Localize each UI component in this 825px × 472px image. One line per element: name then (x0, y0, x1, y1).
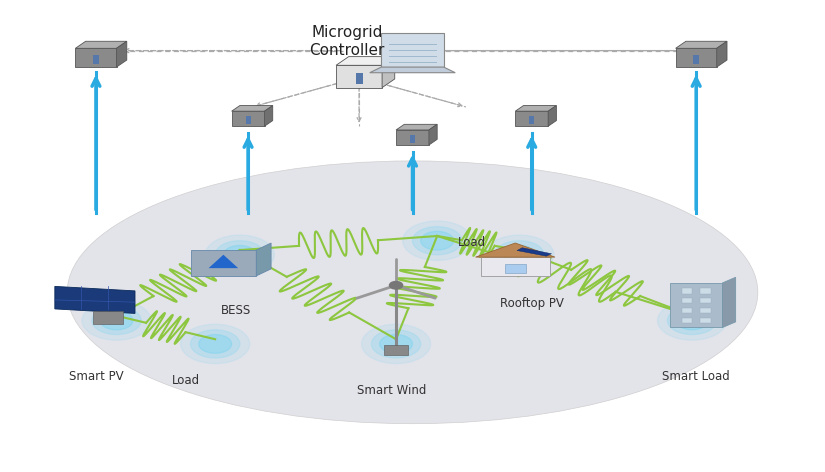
Circle shape (199, 335, 232, 354)
Polygon shape (382, 57, 394, 88)
Polygon shape (516, 111, 548, 126)
Polygon shape (693, 55, 700, 64)
Circle shape (215, 241, 265, 269)
Polygon shape (232, 111, 265, 126)
Text: BESS: BESS (220, 304, 251, 317)
Circle shape (191, 330, 240, 358)
Polygon shape (700, 308, 710, 313)
Circle shape (503, 245, 535, 264)
Polygon shape (257, 243, 271, 276)
Circle shape (421, 231, 454, 250)
Polygon shape (676, 48, 717, 67)
Polygon shape (93, 55, 99, 64)
Polygon shape (700, 318, 710, 323)
Circle shape (658, 301, 727, 340)
Polygon shape (481, 257, 549, 276)
Polygon shape (356, 73, 362, 84)
Text: Smart Wind: Smart Wind (357, 384, 427, 397)
Text: Smart Load: Smart Load (662, 370, 730, 383)
Polygon shape (700, 288, 710, 294)
Polygon shape (336, 65, 382, 88)
Polygon shape (681, 298, 692, 303)
Polygon shape (381, 34, 444, 67)
Text: Load: Load (458, 236, 486, 249)
Polygon shape (75, 41, 127, 48)
Polygon shape (384, 346, 408, 355)
Circle shape (205, 235, 275, 275)
Circle shape (676, 311, 709, 330)
Polygon shape (116, 41, 127, 67)
Circle shape (224, 245, 257, 264)
Polygon shape (191, 250, 257, 276)
Polygon shape (681, 288, 692, 294)
Polygon shape (505, 264, 526, 273)
Circle shape (100, 311, 133, 330)
Polygon shape (232, 106, 273, 111)
Text: Microgrid
Controller: Microgrid Controller (309, 25, 384, 59)
Polygon shape (54, 287, 135, 313)
Polygon shape (370, 67, 455, 73)
Text: Rooftop PV: Rooftop PV (500, 297, 563, 310)
Polygon shape (75, 48, 116, 67)
Circle shape (403, 221, 472, 261)
Polygon shape (700, 298, 710, 303)
Text: Load: Load (172, 374, 200, 388)
Text: Smart PV: Smart PV (68, 370, 123, 383)
Polygon shape (336, 57, 394, 65)
Circle shape (485, 235, 554, 275)
Polygon shape (530, 117, 535, 124)
Polygon shape (670, 283, 723, 328)
Circle shape (181, 324, 250, 363)
Polygon shape (396, 130, 429, 145)
Polygon shape (475, 243, 555, 257)
Circle shape (380, 335, 412, 354)
Polygon shape (429, 124, 437, 145)
Polygon shape (723, 277, 736, 328)
Circle shape (389, 281, 403, 289)
Polygon shape (246, 117, 251, 124)
Polygon shape (676, 41, 727, 48)
Polygon shape (681, 308, 692, 313)
Circle shape (371, 330, 421, 358)
Polygon shape (396, 124, 437, 130)
Polygon shape (410, 135, 415, 143)
Polygon shape (209, 255, 238, 268)
Circle shape (495, 241, 544, 269)
Polygon shape (93, 311, 123, 324)
Circle shape (82, 301, 151, 340)
Circle shape (667, 306, 717, 335)
Polygon shape (516, 106, 556, 111)
Polygon shape (265, 106, 273, 126)
Polygon shape (681, 318, 692, 323)
Ellipse shape (67, 161, 758, 424)
Polygon shape (717, 41, 727, 67)
Circle shape (412, 227, 462, 255)
Circle shape (92, 306, 141, 335)
Circle shape (361, 324, 431, 363)
Polygon shape (548, 106, 556, 126)
Polygon shape (517, 248, 552, 256)
